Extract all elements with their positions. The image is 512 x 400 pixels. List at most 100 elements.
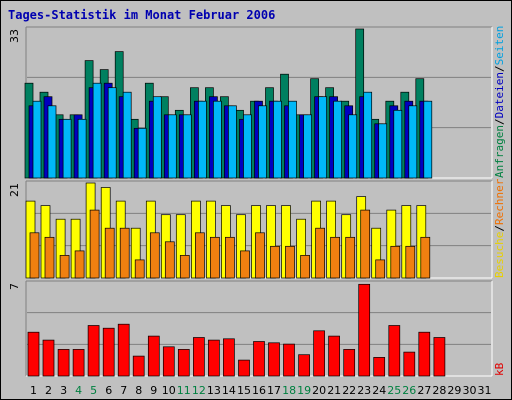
bar-seiten-day-8 [137,127,147,179]
panel-2-series-labels: Besuche/Rechner [493,178,506,278]
tick-label-day-24: 24 [372,384,386,397]
bar-seiten-day-11 [182,114,192,179]
tick-label-day-7: 7 [120,384,127,397]
tick-label-day-31: 31 [478,384,492,397]
tick-label-day-12: 12 [192,384,206,397]
tick-label-day-22: 22 [342,384,356,397]
bar-kb-day-6 [102,327,115,377]
bar-kb-day-14 [223,338,235,377]
tick-label-day-25: 25 [387,384,401,397]
bar-kb-day-8 [132,355,145,377]
bar-kb-day-4 [72,349,85,377]
bar-rechner-day-8 [134,259,145,279]
panel-1-ymax-label: 33 [8,29,21,43]
bar-kb-day-9 [147,335,160,377]
day-axis: 1 2 3 4 5 6 7 8 9 10 11 12 13 14 15 16 17 18 19 20 21 22 23 24 2… [30,384,492,397]
bar-kb-day-24 [373,357,386,377]
bar-seiten-day-12 [198,100,207,179]
bar-rechner-day-21 [330,236,340,279]
bar-kb-day-19 [298,354,310,377]
bar-rechner-day-10 [164,241,175,279]
series-label: Dateien [493,72,506,118]
tick-label-day-29: 29 [447,384,461,397]
bar-seiten-day-19 [303,114,312,179]
bar-kb-day-23 [358,283,371,377]
bar-rechner-day-2 [44,236,55,279]
bar-rechner-day-19 [300,255,310,279]
bar-seiten-day-16 [258,105,267,179]
bar-rechner-day-24 [375,259,386,279]
tick-label-day-26: 26 [402,384,416,397]
bar-rechner-day-12 [195,232,205,279]
bar-kb-day-26 [403,351,416,377]
bar-kb-day-18 [283,343,295,377]
tick-label-day-9: 9 [150,384,157,397]
bar-rechner-day-23 [360,209,371,279]
bar-kb-day-15 [238,359,250,377]
bar-seiten-day-26 [408,105,418,179]
panel-2-ymax-label: 21 [8,183,21,197]
series-label: Besuche [493,232,506,278]
tick-label-day-20: 20 [312,384,326,397]
chart-title: Tages-Statistik im Monat Februar 2006 [8,8,275,22]
bar-kb-day-17 [268,342,280,377]
bar-seiten-day-23 [363,91,373,179]
bar-rechner-day-7 [119,227,130,279]
series-label: Anfragen [493,125,506,178]
bar-rechner-day-9 [149,232,160,279]
bar-seiten-day-7 [122,91,132,179]
bar-rechner-day-1 [29,232,40,279]
series-label: / [493,225,506,232]
bar-seiten-day-3 [62,118,72,179]
bar-kb-day-5 [87,325,100,377]
tick-label-day-3: 3 [60,384,67,397]
bar-rechner-day-5 [89,209,100,279]
tick-label-day-11: 11 [177,384,191,397]
bar-rechner-day-14 [225,236,235,279]
series-label: Seiten [493,26,506,66]
tick-label-day-4: 4 [75,384,82,397]
bar-seiten-day-10 [167,114,177,179]
bar-kb-day-21 [328,335,340,377]
bar-seiten-day-14 [228,105,237,179]
tick-label-day-23: 23 [357,384,371,397]
series-label: / [493,65,506,72]
bar-rechner-day-27 [420,236,431,279]
bar-kb-day-7 [117,323,130,377]
tick-label-day-30: 30 [463,384,477,397]
panel-3-ymax-label: 7 [8,283,21,290]
tick-label-day-18: 18 [282,384,296,397]
bar-seiten-day-2 [47,105,57,179]
bar-rechner-day-11 [179,255,190,279]
bar-seiten-day-17 [273,100,282,179]
bar-rechner-day-16 [255,232,265,279]
tick-label-day-15: 15 [237,384,251,397]
tick-label-day-16: 16 [252,384,266,397]
bar-kb-day-28 [433,337,446,377]
tick-label-day-8: 8 [135,384,142,397]
panel-1-series-labels: Anfragen/Dateien/Seiten [493,26,506,178]
bar-kb-day-10 [162,346,175,377]
bar-seiten-day-9 [152,96,162,179]
tick-label-day-27: 27 [417,384,431,397]
tick-label-day-19: 19 [297,384,311,397]
tick-label-day-13: 13 [207,384,221,397]
tick-label-day-5: 5 [90,384,97,397]
bar-seiten-day-1 [32,100,42,179]
series-seiten [32,82,433,179]
tick-label-day-6: 6 [105,384,112,397]
series-rechner [29,209,431,279]
bar-kb-day-13 [208,339,220,377]
tick-label-day-10: 10 [162,384,176,397]
bar-kb-day-25 [388,325,401,377]
chart-panels: 33Anfragen/Dateien/Seiten21Besuche/Rechn… [8,26,506,377]
bar-rechner-day-18 [285,245,295,279]
bar-kb-day-3 [57,349,70,377]
series-kb [27,283,446,377]
bar-seiten-day-22 [348,114,358,179]
tick-label-day-28: 28 [432,384,446,397]
bar-seiten-day-6 [107,87,117,179]
bar-rechner-day-17 [270,245,280,279]
bar-kb-day-12 [193,337,205,377]
